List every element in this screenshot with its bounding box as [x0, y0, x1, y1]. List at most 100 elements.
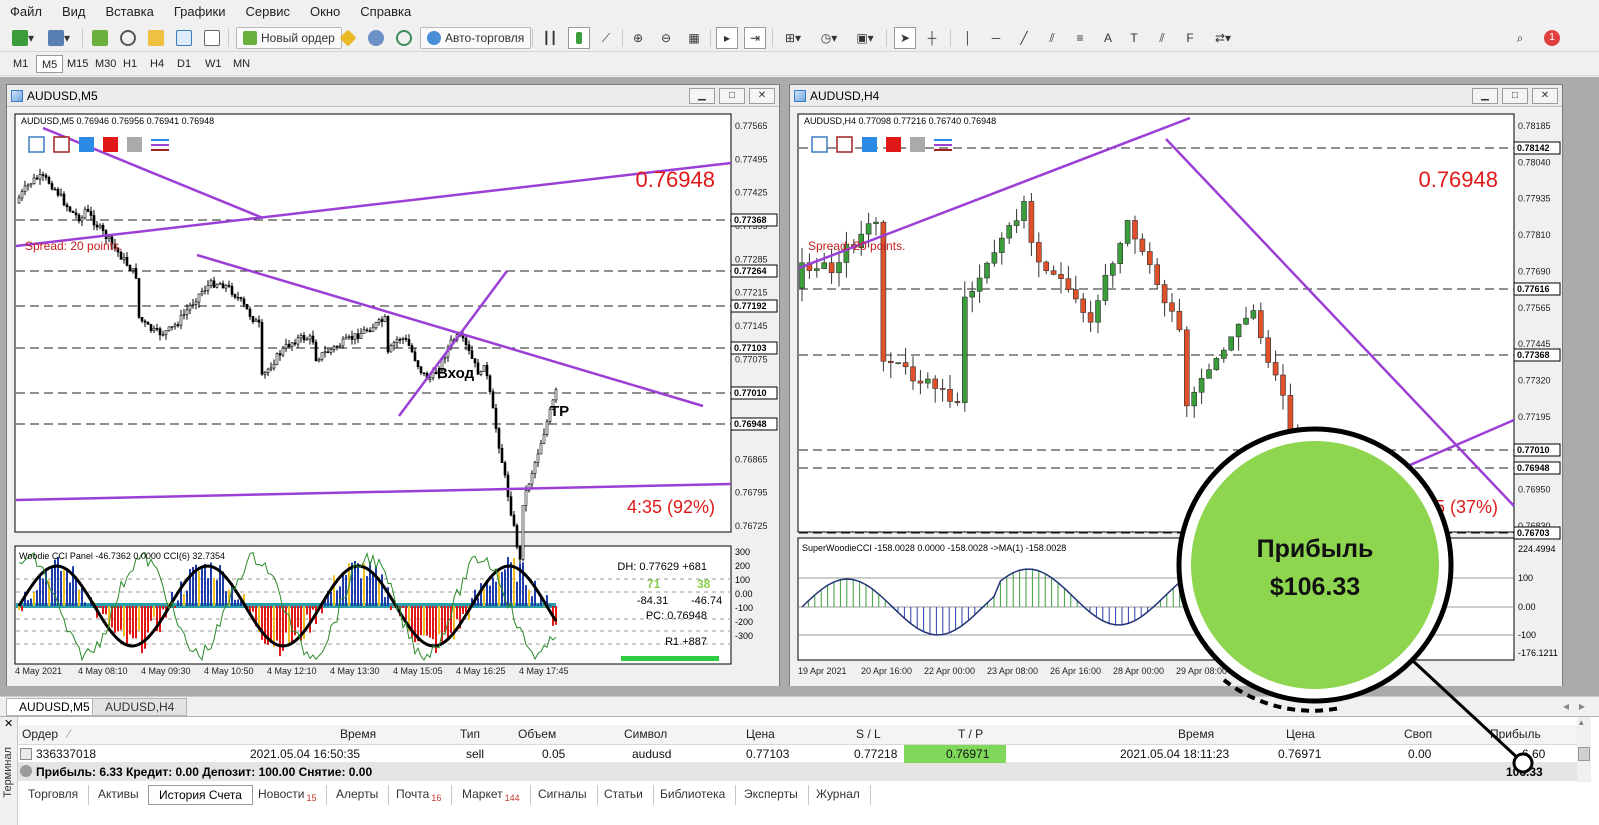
trendline-icon[interactable]: ╱: [1020, 31, 1028, 45]
autoscroll-icon[interactable]: ▸: [716, 27, 738, 49]
tf-m1[interactable]: M1: [13, 58, 29, 70]
tf-w1[interactable]: W1: [205, 58, 222, 70]
col-close-price[interactable]: Цена: [1286, 727, 1315, 741]
chart-canvas-h4[interactable]: 224.4994 100 0.00 -100 -176.1211 0.78185 0.78…: [790, 108, 1562, 686]
tab-alerts[interactable]: Алерты: [326, 785, 390, 805]
periods-icon[interactable]: ◷▾: [820, 31, 838, 45]
tf-h4[interactable]: H4: [150, 58, 165, 70]
chart-titlebar[interactable]: AUDUSD,M5 ▁ □ ✕: [7, 85, 779, 107]
menu-tools[interactable]: Сервис: [245, 4, 291, 19]
tab-assets[interactable]: Активы: [88, 785, 150, 805]
tabs-scroll-left-icon[interactable]: ◂: [1562, 699, 1569, 713]
text-label-icon[interactable]: T: [1130, 31, 1138, 45]
menu-insert[interactable]: Вставка: [105, 4, 154, 19]
new-order-button[interactable]: Новый ордер: [236, 27, 342, 49]
tab-mail[interactable]: Почта 16: [386, 785, 453, 805]
menu-file[interactable]: Файл: [10, 4, 42, 19]
color-swatches-h4[interactable]: [811, 136, 952, 153]
tab-history[interactable]: История Счета: [148, 785, 253, 805]
sort-icon[interactable]: ⁄: [68, 727, 71, 741]
zoom-in-icon[interactable]: ⊕: [632, 31, 644, 45]
tile-windows-icon[interactable]: ▦: [688, 31, 700, 45]
col-open-time[interactable]: Время: [340, 727, 377, 741]
auto-trading-button[interactable]: Авто-торговля: [420, 27, 532, 49]
chart-canvas-m5[interactable]: 300 200 100 0.00 -100 -200 -300 0.77565 0.77495…: [7, 108, 779, 686]
scroll-up-icon[interactable]: ▴: [1579, 717, 1584, 727]
candlestick-icon[interactable]: [568, 27, 590, 49]
maximize-button-h4[interactable]: □: [1502, 88, 1528, 104]
scroll-thumb[interactable]: [1578, 747, 1590, 761]
market-watch-icon[interactable]: [90, 27, 110, 49]
equidistant-channel-icon[interactable]: ⫽: [1049, 30, 1055, 45]
col-close-time[interactable]: Время: [1178, 727, 1215, 741]
col-tp[interactable]: T / P: [958, 727, 984, 741]
text-icon[interactable]: A: [1103, 31, 1112, 45]
vertical-line-icon[interactable]: │: [964, 31, 972, 45]
tf-m15[interactable]: M15: [67, 58, 89, 70]
templates-icon[interactable]: ▣▾: [856, 31, 874, 45]
tabs-scroll-right-icon[interactable]: ▸: [1578, 699, 1585, 713]
indicators-icon[interactable]: ⊞▾: [784, 31, 802, 45]
menu-window[interactable]: Окно: [310, 4, 341, 19]
chart-tab-h4[interactable]: AUDUSD,H4: [92, 698, 188, 716]
chart-tab-m5[interactable]: AUDUSD,M5: [6, 698, 103, 716]
crosshair-icon[interactable]: ┼: [927, 31, 937, 45]
tf-m30[interactable]: M30: [95, 58, 117, 70]
minimize-button-h4[interactable]: ▁: [1472, 88, 1498, 104]
chart-window-m5[interactable]: AUDUSD,M5 ▁ □ ✕ 300 200 100 0.00 -100 -200 -30…: [6, 84, 780, 686]
metaeditor-icon[interactable]: [338, 27, 358, 49]
fibo-fan-icon[interactable]: ⫽: [1159, 30, 1165, 45]
col-volume[interactable]: Объем: [518, 727, 557, 741]
cursor-icon[interactable]: ➤: [894, 27, 916, 49]
close-button-h4[interactable]: ✕: [1532, 88, 1558, 104]
menu-charts[interactable]: Графики: [173, 4, 226, 19]
color-swatches[interactable]: [28, 136, 169, 153]
terminal-close-icon[interactable]: ✕: [4, 718, 14, 730]
menu-view[interactable]: Вид: [61, 4, 86, 19]
tf-m5[interactable]: M5: [36, 55, 64, 73]
col-sl[interactable]: S / L: [856, 727, 881, 741]
col-order[interactable]: Ордер: [22, 727, 59, 741]
tab-library[interactable]: Библиотека: [650, 785, 737, 805]
profiles-icon[interactable]: ▾: [44, 27, 74, 49]
fibonacci-icon[interactable]: ≡: [1076, 31, 1084, 45]
close-button[interactable]: ✕: [749, 88, 775, 104]
tab-articles[interactable]: Статьи: [594, 785, 654, 805]
chart-shift-icon[interactable]: ⇥: [744, 27, 766, 49]
tab-signals[interactable]: Сигналы: [528, 785, 598, 805]
tester-icon[interactable]: [202, 27, 222, 49]
arrows-icon[interactable]: ⇄▾: [1214, 31, 1232, 45]
tf-h1[interactable]: H1: [123, 58, 138, 70]
minimize-button[interactable]: ▁: [689, 88, 715, 104]
bar-chart-icon[interactable]: ┃┃: [542, 31, 558, 45]
table-row[interactable]: 336337018 2021.05.04 16:50:35 sell 0.05 …: [18, 745, 1578, 763]
navigator-icon[interactable]: [146, 27, 166, 49]
col-symbol[interactable]: Символ: [624, 727, 668, 741]
search-icon[interactable]: ⌕: [1516, 30, 1524, 45]
terminal-icon[interactable]: [174, 27, 194, 49]
line-chart-icon[interactable]: ⟋: [601, 30, 611, 45]
tf-mn[interactable]: MN: [233, 58, 251, 70]
tf-d1[interactable]: D1: [177, 58, 192, 70]
chart-titlebar-h4[interactable]: AUDUSD,H4 ▁ □ ✕: [790, 85, 1562, 107]
vps-icon[interactable]: [394, 27, 414, 49]
tab-market[interactable]: Маркет 144: [452, 785, 531, 805]
new-chart-icon[interactable]: ▾: [8, 27, 38, 49]
horizontal-line-icon[interactable]: ─: [991, 31, 1001, 45]
signals-icon[interactable]: [366, 27, 386, 49]
terminal-scrollbar[interactable]: ▴: [1577, 717, 1591, 782]
zoom-out-icon[interactable]: ⊖: [660, 31, 672, 45]
chart-window-h4[interactable]: AUDUSD,H4 ▁ □ ✕ 224.4994 100 0.00 -100 -176.…: [789, 84, 1563, 686]
maximize-button[interactable]: □: [719, 88, 745, 104]
tab-news[interactable]: Новости 15: [248, 785, 328, 805]
tab-journal[interactable]: Журнал: [806, 785, 871, 805]
tab-trade[interactable]: Торговля: [18, 785, 90, 805]
col-swap[interactable]: Своп: [1404, 727, 1433, 741]
notifications-icon[interactable]: 1: [1540, 27, 1564, 49]
tab-experts[interactable]: Эксперты: [734, 785, 809, 805]
menu-help[interactable]: Справка: [360, 4, 412, 19]
fibo-arcs-icon[interactable]: F: [1186, 31, 1194, 45]
crosshair-move-icon[interactable]: [118, 27, 138, 49]
col-price[interactable]: Цена: [746, 727, 775, 741]
col-type[interactable]: Тип: [460, 727, 481, 741]
